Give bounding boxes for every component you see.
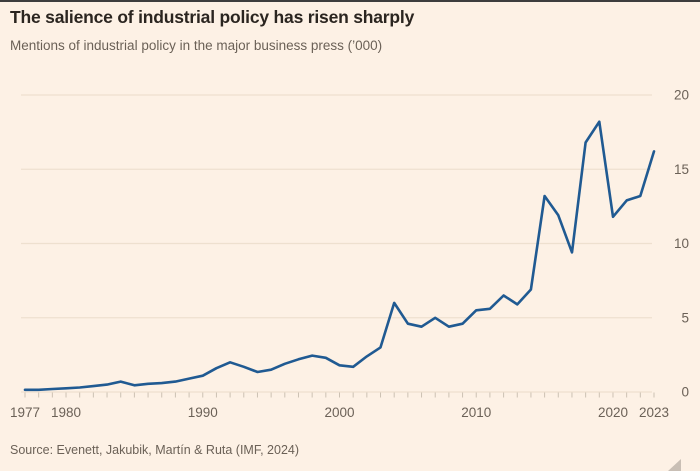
chart-subtitle: Mentions of industrial policy in the maj… bbox=[10, 38, 383, 53]
x-axis-tick-label: 1977 bbox=[10, 405, 40, 420]
x-axis-tick-label: 1990 bbox=[188, 405, 218, 420]
source-note: Source: Evenett, Jakubik, Martín & Ruta … bbox=[10, 443, 300, 457]
data-line-series bbox=[23, 120, 656, 392]
x-axis-tick-label: 2023 bbox=[639, 405, 669, 420]
y-axis-tick-label: 5 bbox=[681, 310, 689, 325]
x-axis-tick-label: 2000 bbox=[324, 405, 354, 420]
x-axis-tick-label: 1980 bbox=[51, 405, 81, 420]
window-top-border bbox=[0, 0, 700, 2]
x-axis-tick-label: 2020 bbox=[598, 405, 628, 420]
y-axis-tick-label: 15 bbox=[674, 162, 689, 177]
y-axis-tick-label: 0 bbox=[681, 385, 689, 400]
y-axis-tick-label: 20 bbox=[674, 88, 689, 103]
y-axis-tick-label: 10 bbox=[674, 236, 689, 251]
chart-title: The salience of industrial policy has ri… bbox=[10, 7, 415, 27]
x-axis-tick-label: 2010 bbox=[461, 405, 491, 420]
resize-handle-icon[interactable] bbox=[668, 459, 681, 471]
